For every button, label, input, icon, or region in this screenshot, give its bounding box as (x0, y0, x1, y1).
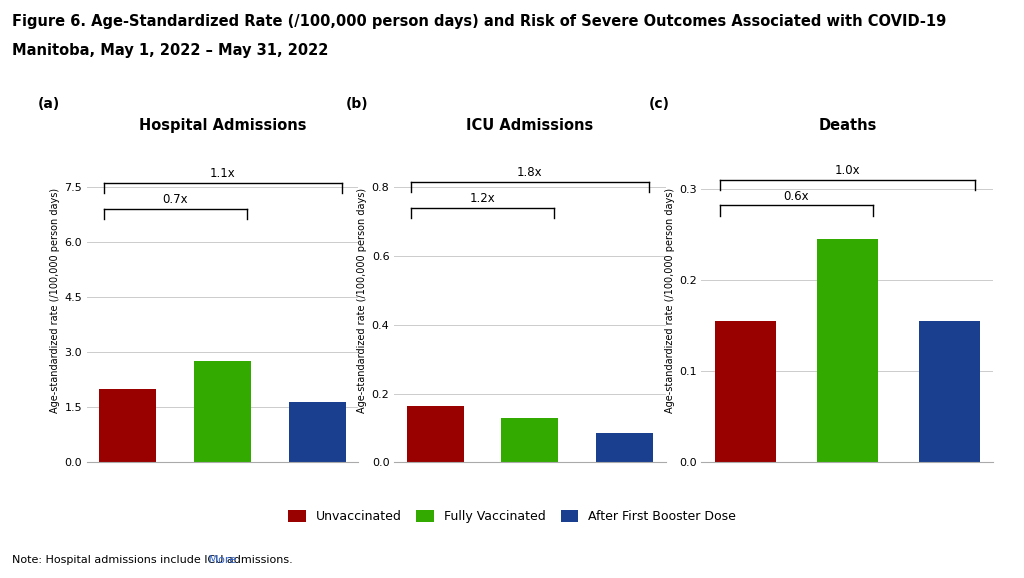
Text: Figure 6. Age-Standardized Rate (/100,000 person days) and Risk of Severe Outcom: Figure 6. Age-Standardized Rate (/100,00… (12, 14, 946, 29)
Bar (289, 402, 346, 462)
Text: 1.0x: 1.0x (835, 164, 860, 177)
Y-axis label: Age-standardized rate (/100,000 person days): Age-standardized rate (/100,000 person d… (357, 188, 368, 413)
Bar (919, 321, 980, 462)
Text: Note: Hospital admissions include ICU admissions.: Note: Hospital admissions include ICU ad… (12, 555, 293, 565)
Bar (502, 418, 558, 462)
Text: 0.6x: 0.6x (783, 190, 809, 203)
Title: ICU Admissions: ICU Admissions (466, 118, 594, 134)
Text: 1.1x: 1.1x (210, 167, 236, 180)
Y-axis label: Age-standardized rate (/100,000 person days): Age-standardized rate (/100,000 person d… (50, 188, 60, 413)
Text: (b): (b) (345, 97, 368, 110)
Text: 0.7x: 0.7x (163, 193, 188, 206)
Legend: Unvaccinated, Fully Vaccinated, After First Booster Dose: Unvaccinated, Fully Vaccinated, After Fi… (283, 505, 741, 528)
Y-axis label: Age-standardized rate (/100,000 person days): Age-standardized rate (/100,000 person d… (665, 188, 675, 413)
Text: (a): (a) (38, 97, 60, 110)
Bar (596, 433, 653, 462)
Bar (407, 406, 464, 462)
Title: Hospital Admissions: Hospital Admissions (139, 118, 306, 134)
Text: More: More (206, 555, 237, 565)
Text: 1.2x: 1.2x (470, 192, 496, 205)
Bar (715, 321, 776, 462)
Bar (195, 361, 251, 462)
Title: Deaths: Deaths (818, 118, 877, 134)
Bar (817, 239, 878, 462)
Text: (c): (c) (649, 97, 670, 110)
Text: Manitoba, May 1, 2022 – May 31, 2022: Manitoba, May 1, 2022 – May 31, 2022 (12, 43, 329, 58)
Bar (99, 389, 157, 462)
Text: 1.8x: 1.8x (517, 166, 543, 179)
